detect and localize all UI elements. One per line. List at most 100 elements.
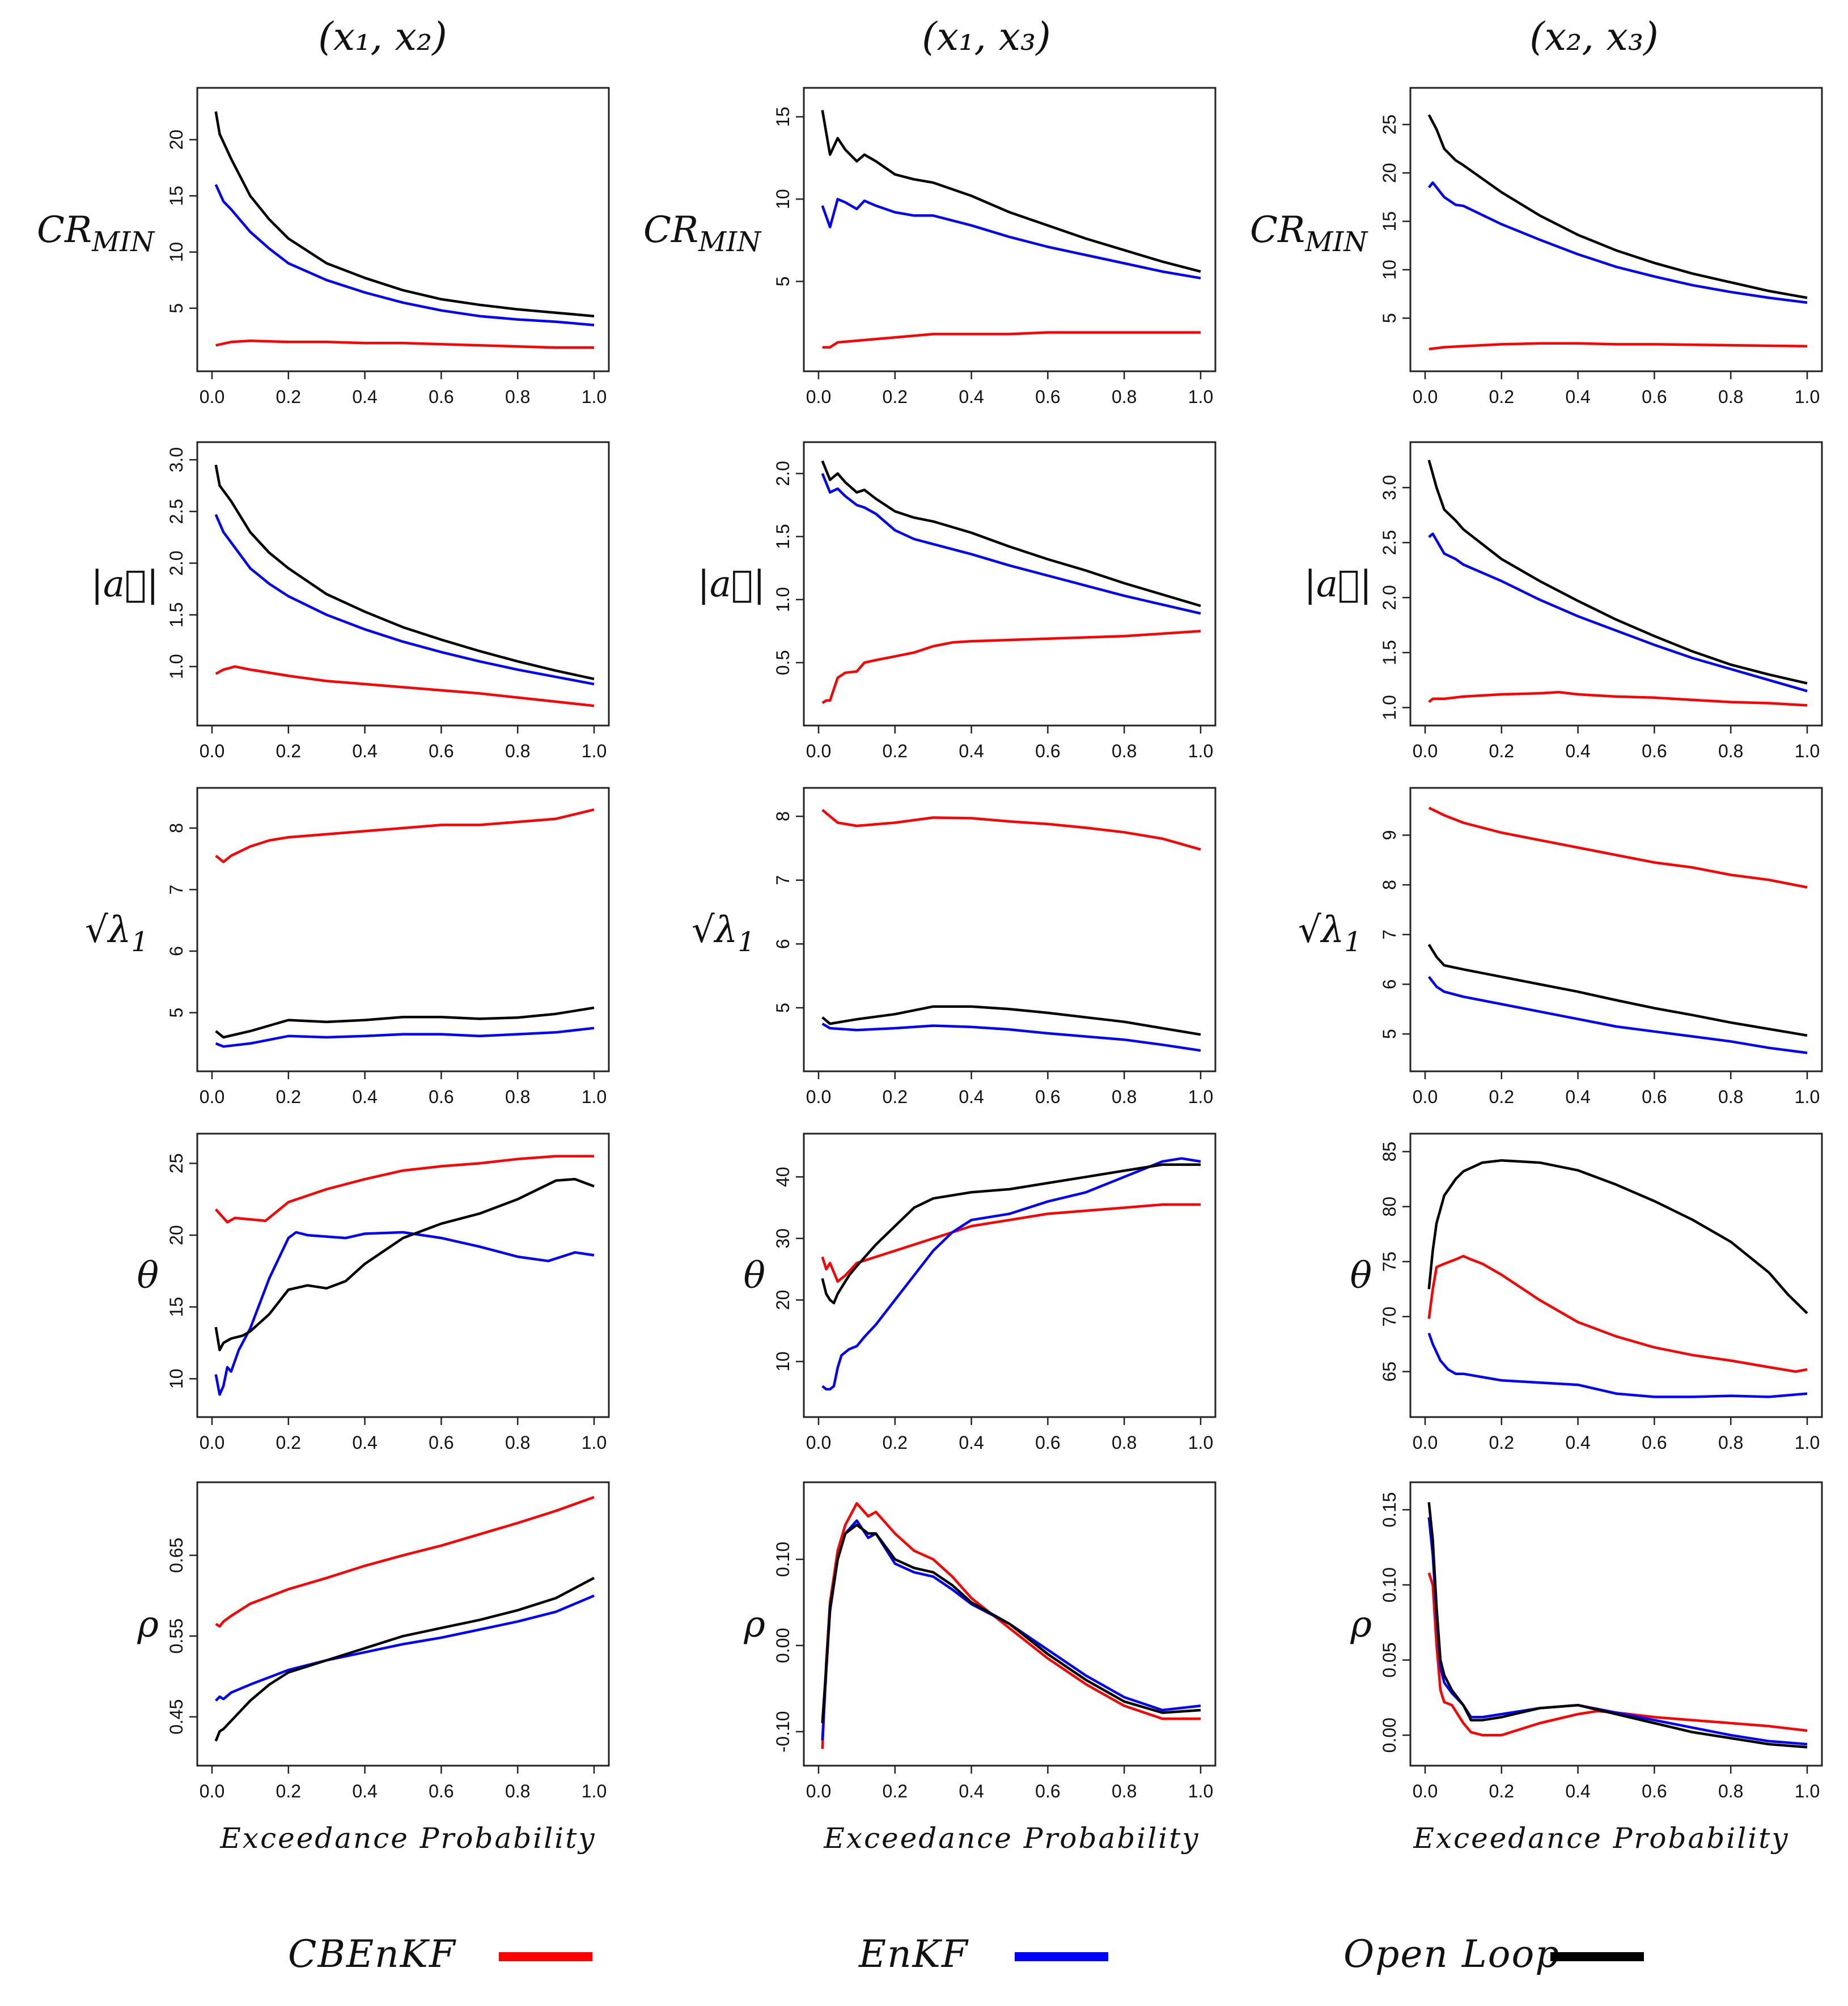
x-tick-label: 0.0 <box>806 387 831 407</box>
plot-frame <box>1409 1481 1823 1767</box>
row-label: CRMIN <box>37 209 155 258</box>
y-tick-label: 0.5 <box>773 650 793 675</box>
x-tick-label: 0.0 <box>806 1432 831 1453</box>
plot-frame <box>803 1481 1217 1767</box>
chart-panel: 0.0 0.2 0.4 0.6 0.8 1.0 1.0 1.5 2.0 2.5 3.0 <box>1379 441 1823 761</box>
series-line <box>822 331 1201 349</box>
series-line <box>1427 181 1808 304</box>
x-tick-label: 0.6 <box>429 741 453 761</box>
chart-panel: 0.0 0.2 0.4 0.6 0.8 1.0 65 70 75 80 85 <box>1379 1133 1823 1453</box>
plot-frame <box>196 1133 610 1418</box>
plot-frame <box>803 87 1217 372</box>
x-tick-label: 0.6 <box>429 387 453 407</box>
x-tick-label: 1.0 <box>582 1432 607 1453</box>
series-line <box>821 198 1201 279</box>
y-tick-label: 15 <box>166 1297 187 1317</box>
series-line <box>821 1502 1201 1749</box>
x-tick-label: 0.2 <box>1489 1087 1514 1107</box>
series-line <box>214 184 595 326</box>
plot-frame <box>196 87 610 372</box>
x-tick-label: 0.6 <box>1642 1781 1667 1801</box>
y-tick-label: 20 <box>773 1290 793 1311</box>
x-tick-label: 0.8 <box>1112 387 1137 407</box>
x-tick-label: 0.4 <box>959 741 984 761</box>
x-tick-label: 0.8 <box>505 387 530 407</box>
x-tick-label: 0.8 <box>505 741 530 761</box>
y-tick-label: 8 <box>1379 880 1400 890</box>
x-tick-label: 0.2 <box>276 1781 301 1801</box>
y-tick-label: 5 <box>1379 313 1400 323</box>
series-line <box>215 1155 594 1224</box>
series-line <box>1427 976 1808 1054</box>
series-line <box>821 460 1201 608</box>
x-tick-label: 0.8 <box>1112 1432 1137 1453</box>
x-tick-label: 1.0 <box>1795 1432 1820 1453</box>
y-tick-label: 7 <box>1379 930 1400 940</box>
x-tick-label: 0.8 <box>1718 1087 1743 1107</box>
y-tick-label: 2.0 <box>773 461 793 486</box>
y-tick-label: 1.0 <box>773 587 793 612</box>
series-line <box>214 111 595 317</box>
x-tick-label: 1.0 <box>582 741 607 761</box>
row-label: ρ <box>743 1604 765 1645</box>
x-tick-label: 0.4 <box>959 1781 984 1801</box>
x-tick-label: 0.6 <box>1642 1087 1667 1107</box>
y-tick-label: 30 <box>773 1228 793 1249</box>
plot-frame <box>1409 87 1823 372</box>
y-tick-label: 3.0 <box>1379 475 1400 500</box>
row-label: θ <box>1350 1255 1372 1297</box>
x-tick-label: 0.6 <box>1642 1432 1667 1453</box>
x-tick-label: 0.0 <box>200 741 224 761</box>
y-tick-label: 1.0 <box>1379 695 1400 720</box>
series-line <box>1427 1572 1808 1737</box>
x-tick-label: 0.6 <box>1035 1781 1060 1801</box>
series-line <box>1427 1517 1808 1746</box>
x-tick-label: 0.2 <box>276 387 301 407</box>
x-tick-label: 0.2 <box>276 1432 301 1453</box>
y-tick-label: 65 <box>1379 1362 1400 1382</box>
y-tick-label: 6 <box>166 946 187 956</box>
series-line <box>215 665 595 707</box>
chart-panel: 0.0 0.2 0.4 0.6 0.8 1.0 0.45 0.55 0.65 <box>166 1481 610 1801</box>
series-line <box>821 1157 1201 1391</box>
x-axis-title: Exceedance Probability <box>219 1822 596 1855</box>
y-tick-label: 0.15 <box>1379 1492 1400 1527</box>
row-label: ρ <box>137 1604 159 1645</box>
x-tick-label: 0.6 <box>429 1432 453 1453</box>
y-tick-label: 20 <box>166 130 187 150</box>
x-tick-label: 0.0 <box>1413 387 1438 407</box>
chart-panel: 0.0 0.2 0.4 0.6 0.8 1.0 5 10 15 <box>773 87 1217 407</box>
x-tick-label: 0.4 <box>352 1781 377 1801</box>
series-line <box>821 110 1201 273</box>
panel-grid: CRMIN CRMIN CRMIN |a⃗| |a⃗| |a⃗| √λ1 √λ1 √λ1 θ θ θ ρ… <box>37 87 1823 1801</box>
x-tick-label: 0.0 <box>1413 1781 1438 1801</box>
x-tick-label: 0.0 <box>1413 1432 1438 1453</box>
plot-frame <box>1409 787 1823 1072</box>
x-tick-label: 0.2 <box>883 387 908 407</box>
x-tick-label: 0.4 <box>1565 387 1590 407</box>
x-tick-label: 1.0 <box>1188 1432 1213 1453</box>
y-tick-label: 7 <box>773 875 793 885</box>
x-tick-label: 0.0 <box>200 1432 224 1453</box>
x-tick-label: 1.0 <box>1795 1087 1820 1107</box>
y-tick-label: 7 <box>166 885 187 895</box>
y-tick-label: 0.65 <box>166 1538 187 1573</box>
x-tick-label: 0.2 <box>1489 741 1514 761</box>
y-tick-label: 8 <box>166 823 187 833</box>
x-tick-label: 1.0 <box>582 387 607 407</box>
x-tick-label: 1.0 <box>1795 1781 1820 1801</box>
y-tick-label: 0.55 <box>166 1618 187 1653</box>
x-axis-labels: Exceedance Probability Exceedance Probab… <box>219 1822 1787 1855</box>
x-tick-label: 0.4 <box>352 1087 377 1107</box>
y-tick-label: 0.00 <box>1379 1717 1400 1753</box>
row-label: |a⃗| <box>91 563 159 605</box>
x-tick-label: 0.6 <box>1642 387 1667 407</box>
series-line <box>1427 460 1808 685</box>
series-line <box>1429 342 1808 351</box>
chart-panel: 0.0 0.2 0.4 0.6 0.8 1.0 10 15 20 25 <box>166 1133 610 1453</box>
y-tick-label: 1.5 <box>1379 640 1400 665</box>
series-line <box>821 809 1201 851</box>
y-tick-label: 5 <box>166 303 187 313</box>
chart-panel: 0.0 0.2 0.4 0.6 0.8 1.0 5 10 15 20 25 <box>1379 87 1823 407</box>
